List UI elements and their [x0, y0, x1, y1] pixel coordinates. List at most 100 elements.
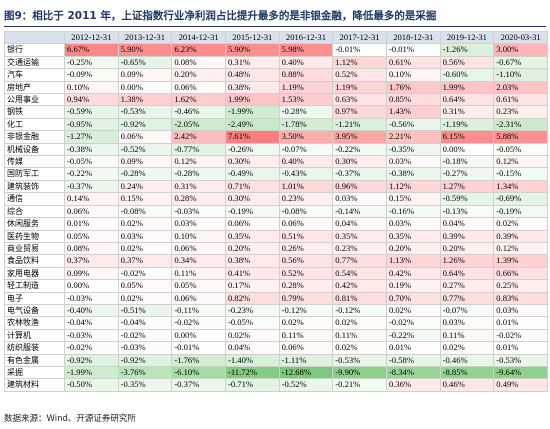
value-cell: 0.09%	[64, 266, 119, 281]
value-cell: -0.01%	[385, 43, 441, 57]
value-cell: 0.10%	[64, 80, 119, 95]
value-cell: 0.25%	[493, 279, 548, 293]
row-label: 电子	[4, 291, 65, 305]
column-header: 2017-12-31	[332, 30, 387, 45]
row-label: 国防军工	[4, 167, 65, 181]
value-cell: 0.11%	[278, 328, 334, 343]
row-label: 通信	[4, 192, 65, 206]
value-cell: 1.99%	[224, 93, 280, 107]
value-cell: 0.12%	[171, 155, 226, 169]
value-cell: 0.81%	[332, 291, 387, 305]
value-cell: 0.11%	[332, 328, 387, 343]
value-cell: -1.11%	[278, 353, 334, 367]
value-cell: 0.00%	[117, 80, 173, 95]
value-cell: -0.01%	[171, 341, 226, 355]
row-label: 食品饮料	[4, 254, 65, 268]
value-cell: -0.02%	[117, 266, 173, 281]
value-cell: -0.03%	[64, 328, 119, 343]
value-cell: 0.64%	[439, 93, 495, 107]
value-cell: 3.95%	[332, 130, 387, 144]
value-cell: -0.37%	[171, 378, 226, 392]
value-cell: -2.31%	[493, 117, 548, 132]
value-cell: -0.11%	[171, 303, 226, 318]
row-label: 建筑材料	[4, 378, 65, 392]
table-row: 化工 -0.95% -0.92% -2.05% -2.49% -1.78% -1.21% -0…	[4, 117, 548, 132]
value-cell: 0.15%	[385, 192, 441, 206]
value-cell: 0.88%	[278, 68, 334, 82]
value-cell: 0.41%	[224, 266, 280, 281]
row-label: 轻工制造	[4, 279, 65, 293]
value-cell: -0.52%	[117, 142, 173, 157]
value-cell: 0.83%	[493, 291, 548, 305]
value-cell: 1.13%	[385, 254, 441, 268]
value-cell: -1.99%	[64, 365, 119, 380]
row-label: 汽车	[4, 68, 65, 82]
value-cell: -0.15%	[493, 167, 548, 181]
column-header: 2016-12-31	[278, 30, 334, 45]
value-cell: -0.03%	[64, 291, 119, 305]
value-cell: 2.21%	[385, 130, 441, 144]
value-cell: -0.19%	[224, 204, 280, 219]
value-cell: 0.04%	[439, 217, 495, 231]
value-cell: 0.35%	[385, 229, 441, 243]
value-cell: 0.54%	[332, 266, 387, 281]
value-cell: 0.30%	[224, 192, 280, 206]
value-cell: 0.56%	[439, 55, 495, 70]
value-cell: -0.67%	[493, 55, 548, 70]
value-cell: -0.18%	[439, 155, 495, 169]
row-label: 休闲服务	[4, 217, 65, 231]
table-row: 纺织服装 -0.02% -0.03% -0.01% 0.04% 0.06% 0.02% 0.0…	[4, 341, 548, 355]
table-row: 通信 0.14% 0.15% 0.28% 0.30% 0.23% 0.03% 0.15% -0.…	[4, 192, 548, 206]
value-cell: -0.08%	[278, 204, 334, 219]
value-cell: -1.78%	[278, 117, 334, 132]
value-cell: -0.43%	[278, 167, 334, 181]
value-cell: 0.37%	[117, 254, 173, 268]
row-label: 家用电器	[4, 266, 65, 281]
value-cell: 0.19%	[385, 279, 441, 293]
value-cell: 0.02%	[332, 341, 387, 355]
value-cell: 0.02%	[117, 217, 173, 231]
value-cell: -8.85%	[439, 365, 495, 380]
value-cell: 0.97%	[332, 105, 387, 119]
row-label: 房地产	[4, 80, 65, 95]
value-cell: 0.12%	[493, 241, 548, 256]
value-cell: -0.02%	[64, 341, 119, 355]
value-cell: 0.82%	[224, 291, 280, 305]
value-cell: -0.28%	[117, 167, 173, 181]
value-cell: -0.03%	[171, 204, 226, 219]
value-cell: 5.90%	[224, 43, 280, 57]
value-cell: -0.12%	[332, 303, 387, 318]
value-cell: 0.28%	[171, 192, 226, 206]
table-row: 农林牧渔 -0.04% -0.04% -0.02% -0.05% 0.02% 0.02% -0…	[4, 316, 548, 330]
value-cell: -1.99%	[224, 105, 280, 119]
column-header: 2014-12-31	[171, 30, 226, 45]
value-cell: -0.28%	[278, 105, 334, 119]
value-cell: -0.46%	[439, 353, 495, 367]
value-cell: 0.63%	[332, 93, 387, 107]
value-cell: 0.11%	[171, 266, 226, 281]
table-row: 交通运输 -0.25% -0.65% 0.08% 0.31% 0.40% 1.12% 0.61…	[4, 55, 548, 70]
value-cell: 0.40%	[278, 55, 334, 70]
value-cell: 1.99%	[439, 80, 495, 95]
value-cell: -0.49%	[224, 167, 280, 181]
value-cell: 0.02%	[224, 328, 280, 343]
value-cell: 0.20%	[171, 68, 226, 82]
value-cell: 0.10%	[385, 68, 441, 82]
value-cell: 0.01%	[493, 341, 548, 355]
value-cell: -0.14%	[332, 204, 387, 219]
row-label: 建筑装饰	[4, 179, 65, 194]
value-cell: 0.79%	[278, 291, 334, 305]
value-cell: 0.02%	[493, 217, 548, 231]
value-cell: 0.00%	[171, 328, 226, 343]
value-cell: -0.95%	[64, 117, 119, 132]
value-cell: 7.61%	[224, 130, 280, 144]
value-cell: 5.88%	[493, 130, 548, 144]
value-cell: 0.06%	[171, 291, 226, 305]
value-cell: -2.05%	[171, 117, 226, 132]
value-cell: -2.49%	[224, 117, 280, 132]
value-cell: 0.64%	[439, 266, 495, 281]
value-cell: 1.62%	[171, 93, 226, 107]
value-cell: 0.05%	[171, 279, 226, 293]
value-cell: 6.67%	[64, 43, 119, 57]
row-label: 机械设备	[4, 142, 65, 157]
